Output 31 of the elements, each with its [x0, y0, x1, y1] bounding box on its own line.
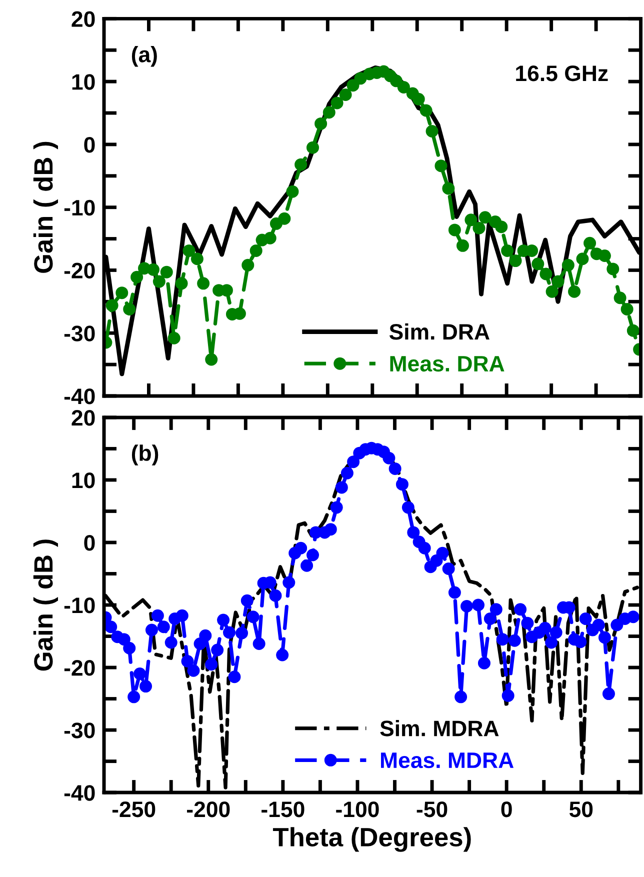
x-tick-label: -150 — [262, 801, 304, 818]
y-tick-label: 20 — [72, 410, 95, 426]
x-tick-label: -200 — [187, 801, 230, 818]
y-tick-label: -30 — [64, 722, 95, 738]
x-tick-label: 50 — [569, 801, 593, 818]
y-tick-label: 10 — [72, 472, 95, 488]
y-tick-label: -10 — [64, 200, 95, 216]
x-tick-label: -50 — [416, 801, 448, 818]
y-axis-title: Gain ( dB ) — [33, 540, 58, 671]
y-tick-label: 0 — [84, 535, 95, 551]
y-tick-label: -40 — [64, 388, 95, 404]
x-axis-title: Theta (Degrees) — [272, 827, 471, 852]
legend-label: Meas. DRA — [390, 356, 504, 372]
y-tick-label: -40 — [64, 785, 95, 801]
y-tick-label: 0 — [84, 136, 95, 153]
y-axis-title: Gain ( dB ) — [33, 142, 58, 273]
y-tick-label: 20 — [72, 11, 95, 27]
annotation: 16.5 GHz — [516, 66, 608, 82]
legend-label: Meas. MDRA — [381, 752, 514, 768]
annotation: (a) — [132, 46, 157, 67]
y-tick-label: -30 — [64, 326, 95, 342]
y-tick-label: -20 — [64, 262, 95, 278]
legend-label: Sim. MDRA — [380, 720, 499, 736]
y-tick-label: -20 — [64, 660, 95, 676]
y-tick-label: -10 — [64, 598, 95, 614]
annotation: (b) — [132, 444, 158, 466]
x-tick-label: 0 — [501, 801, 512, 818]
y-tick-label: 10 — [72, 74, 95, 90]
legend-label: Sim. DRA — [389, 323, 490, 340]
x-tick-label: -250 — [112, 801, 156, 818]
x-tick-label: -100 — [336, 801, 379, 818]
